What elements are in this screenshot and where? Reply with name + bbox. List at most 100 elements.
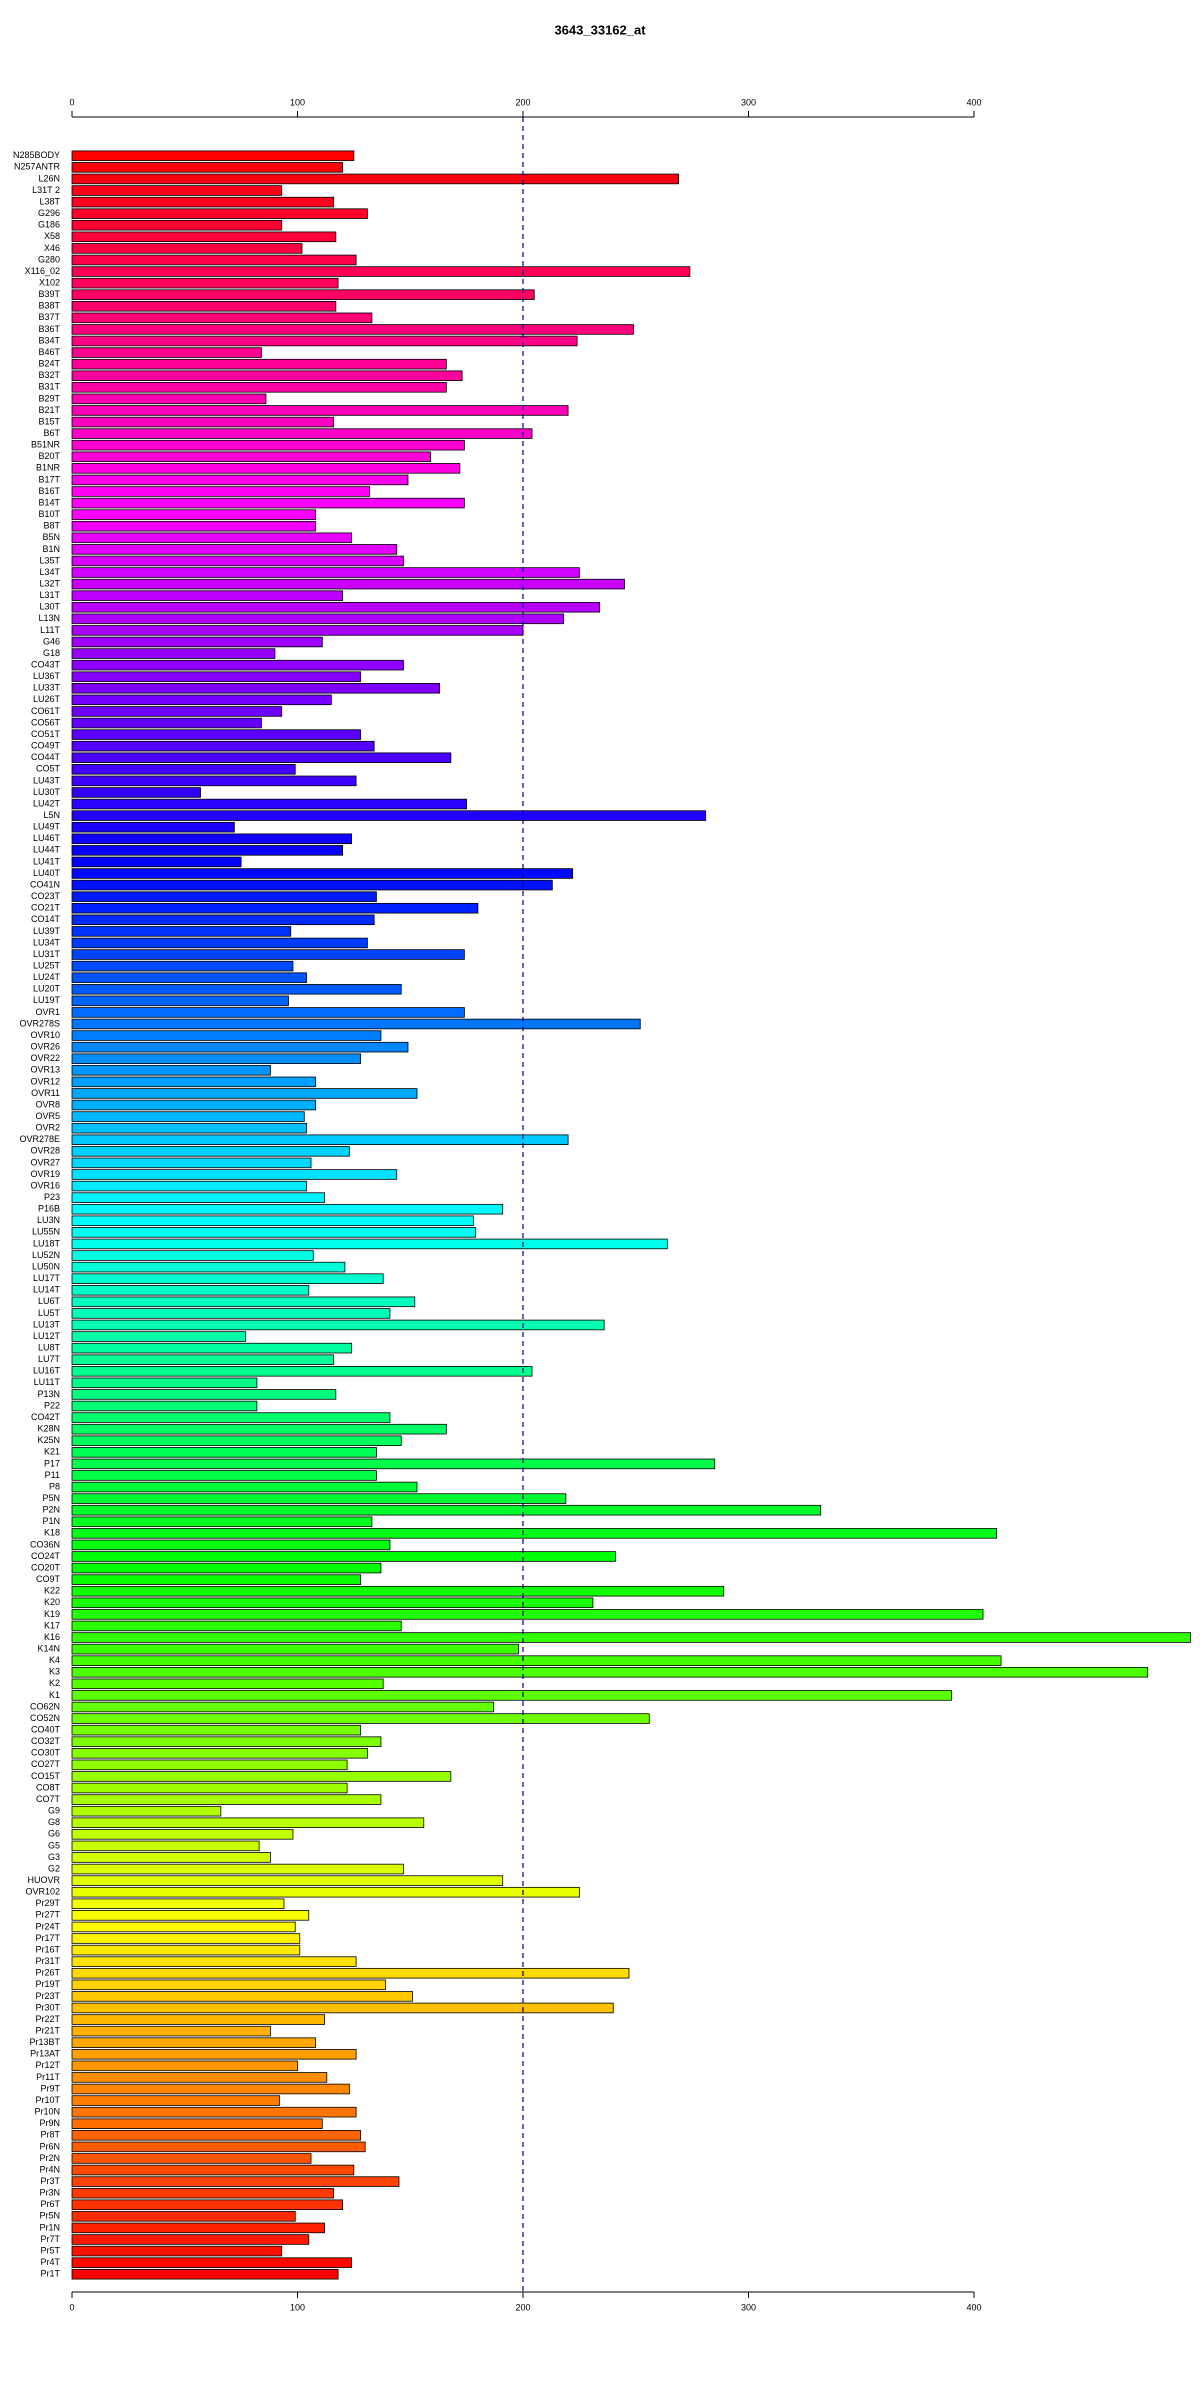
bar xyxy=(71,1354,334,1365)
bar xyxy=(71,868,574,879)
bar xyxy=(71,254,357,266)
bar xyxy=(71,1412,391,1423)
bar xyxy=(71,891,377,902)
y-tick-label: CO42T xyxy=(31,1412,61,1422)
bar xyxy=(71,1944,301,1956)
y-tick-label: LU16T xyxy=(33,1366,61,1376)
y-tick-label: OVR102 xyxy=(25,1887,60,1897)
bar xyxy=(71,416,334,428)
y-tick-label: CO41N xyxy=(30,879,60,889)
bar xyxy=(71,1227,477,1238)
x-tick-label: 100 xyxy=(290,97,305,107)
bar xyxy=(71,301,337,312)
bar xyxy=(71,1088,418,1099)
y-tick-label: OVR11 xyxy=(31,1088,60,1098)
y-tick-label: Pr16T xyxy=(35,1944,60,1954)
y-tick-label: L31T xyxy=(39,590,60,600)
bar xyxy=(71,2002,614,2014)
bar xyxy=(71,1620,402,1632)
bar xyxy=(71,625,524,636)
y-tick-label: LU7T xyxy=(38,1354,61,1364)
y-tick-label: G46 xyxy=(43,636,60,646)
bar xyxy=(71,2153,312,2164)
y-tick-label: LU12T xyxy=(33,1331,61,1341)
bar xyxy=(71,2222,325,2234)
bar xyxy=(71,358,447,370)
bar xyxy=(71,1551,616,1562)
bar xyxy=(71,150,355,162)
bar xyxy=(71,2187,334,2199)
bar xyxy=(71,1261,346,1273)
y-tick-label: G2 xyxy=(48,1863,60,1873)
bar xyxy=(71,1389,337,1400)
y-tick-label: Pr21T xyxy=(35,2025,60,2035)
bar xyxy=(71,196,334,208)
y-tick-label: Pr30T xyxy=(35,2002,60,2012)
bar xyxy=(71,1840,260,1852)
bar xyxy=(71,1435,402,1446)
bar xyxy=(71,1007,465,1018)
y-tick-label: P16B xyxy=(38,1204,60,1214)
bar xyxy=(71,2245,283,2257)
bar xyxy=(71,2095,280,2106)
y-tick-label: P23 xyxy=(44,1192,60,1202)
y-tick-label: G280 xyxy=(38,254,60,264)
bar xyxy=(71,1169,398,1180)
bar xyxy=(71,185,283,196)
y-tick-label: Pr13AT xyxy=(30,2049,60,2059)
y-tick-label: X116_02 xyxy=(25,266,60,276)
bar xyxy=(71,1099,316,1111)
bar xyxy=(71,1146,350,1157)
y-tick-label: L5N xyxy=(43,810,60,820)
y-tick-label: CO14T xyxy=(31,914,61,924)
bar xyxy=(71,173,679,185)
y-tick-label: L38T xyxy=(39,196,60,206)
bar xyxy=(71,729,362,740)
bar xyxy=(71,1400,258,1412)
bar xyxy=(71,914,375,926)
bar xyxy=(71,1643,519,1655)
bar xyxy=(71,949,465,960)
bar xyxy=(71,1771,452,1782)
y-tick-label: B46T xyxy=(38,347,60,357)
y-tick-label: Pr22T xyxy=(35,2014,60,2024)
y-tick-label: Pr5N xyxy=(39,2211,60,2221)
bar xyxy=(71,335,578,347)
bar xyxy=(71,717,262,729)
bar xyxy=(71,1748,368,1759)
bar xyxy=(71,1805,222,1817)
y-tick-label: LU25T xyxy=(33,960,61,970)
y-tick-label: LU41T xyxy=(33,856,61,866)
bar xyxy=(71,463,461,474)
y-tick-label: CO23T xyxy=(31,891,61,901)
bar xyxy=(71,1041,409,1053)
y-tick-label: P5N xyxy=(42,1493,60,1503)
bar xyxy=(71,1296,416,1308)
y-tick-label: OVR8 xyxy=(35,1099,60,1109)
y-tick-label: X58 xyxy=(44,231,60,241)
y-tick-label: OVR278S xyxy=(19,1018,60,1028)
bar xyxy=(71,2164,355,2176)
bar xyxy=(71,1342,353,1354)
bar xyxy=(71,821,235,833)
bar xyxy=(71,2199,344,2211)
x-tick-label: 400 xyxy=(966,97,981,107)
x-tick-label: 300 xyxy=(741,97,756,107)
y-tick-label: X46 xyxy=(44,243,60,253)
y-tick-label: B14T xyxy=(38,497,60,507)
bar xyxy=(71,532,353,544)
x-tick-label: 200 xyxy=(515,2302,530,2312)
bar xyxy=(71,856,242,868)
y-tick-label: L31T 2 xyxy=(32,185,60,195)
y-tick-label: B10T xyxy=(38,509,60,519)
y-tick-label: P17 xyxy=(44,1458,60,1468)
y-tick-label: B32T xyxy=(38,370,60,380)
y-tick-label: K16 xyxy=(44,1632,60,1642)
y-tick-label: CO30T xyxy=(31,1748,61,1758)
bar xyxy=(71,1597,594,1609)
y-tick-label: Pr3T xyxy=(40,2176,60,2186)
y-tick-label: LU46T xyxy=(33,833,61,843)
bar xyxy=(71,324,634,335)
bar xyxy=(71,1609,984,1620)
